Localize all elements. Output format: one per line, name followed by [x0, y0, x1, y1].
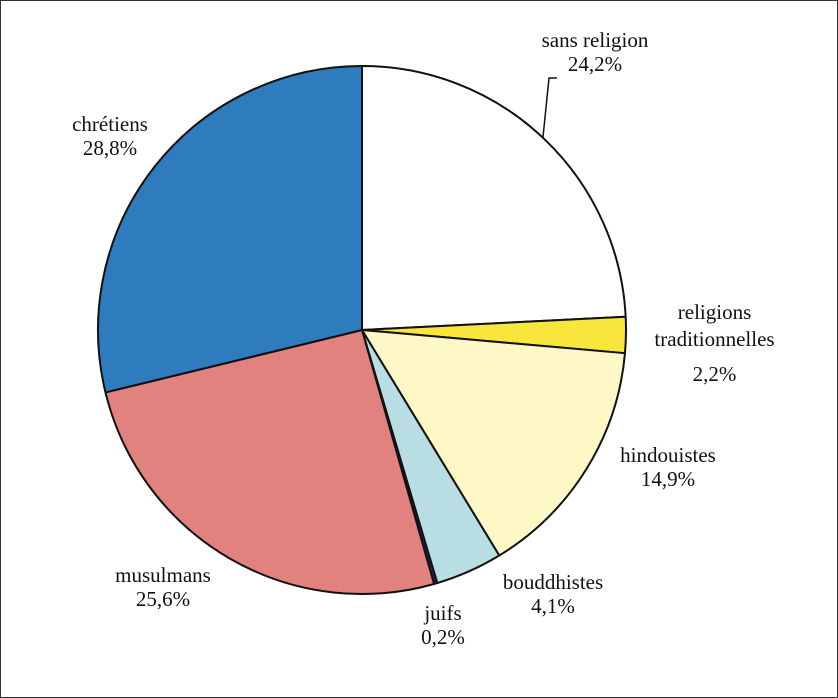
label-musulmans-name: musulmans	[115, 563, 211, 587]
label-sans-religion-name: sans religion	[541, 28, 649, 52]
label-juifs-value: 0,2%	[421, 625, 465, 649]
label-religions-traditionnelles: religions traditionnelles 2,2%	[632, 299, 797, 388]
label-chretiens-value: 28,8%	[82, 136, 138, 160]
label-chretiens: chrétiens 28,8%	[40, 112, 180, 160]
label-hindouistes-name: hindouistes	[620, 443, 716, 467]
pie-slice-chretiens	[97, 65, 363, 394]
label-sans-religion-value: 24,2%	[567, 52, 623, 76]
label-bouddhistes-name: bouddhistes	[502, 570, 604, 594]
label-bouddhistes: bouddhistes 4,1%	[478, 570, 628, 618]
pie-slice-hindouistes	[361, 329, 626, 557]
pie-slice-musulmans	[104, 329, 436, 595]
label-chretiens-name: chrétiens	[72, 112, 148, 136]
label-musulmans-value: 25,6%	[135, 587, 191, 611]
label-religions-traditionnelles-value: 2,2%	[692, 362, 737, 386]
label-juifs: juifs 0,2%	[398, 601, 488, 649]
pie-slice-sans-religion	[361, 65, 627, 331]
label-hindouistes-value: 14,9%	[640, 467, 696, 491]
label-hindouistes: hindouistes 14,9%	[598, 443, 738, 491]
label-musulmans: musulmans 25,6%	[88, 563, 238, 611]
label-sans-religion: sans religion 24,2%	[520, 28, 670, 76]
leader-line-sans-religion	[542, 77, 557, 138]
label-religions-traditionnelles-name: religions traditionnelles	[654, 300, 775, 351]
label-juifs-name: juifs	[424, 601, 462, 625]
label-bouddhistes-value: 4,1%	[531, 594, 575, 618]
